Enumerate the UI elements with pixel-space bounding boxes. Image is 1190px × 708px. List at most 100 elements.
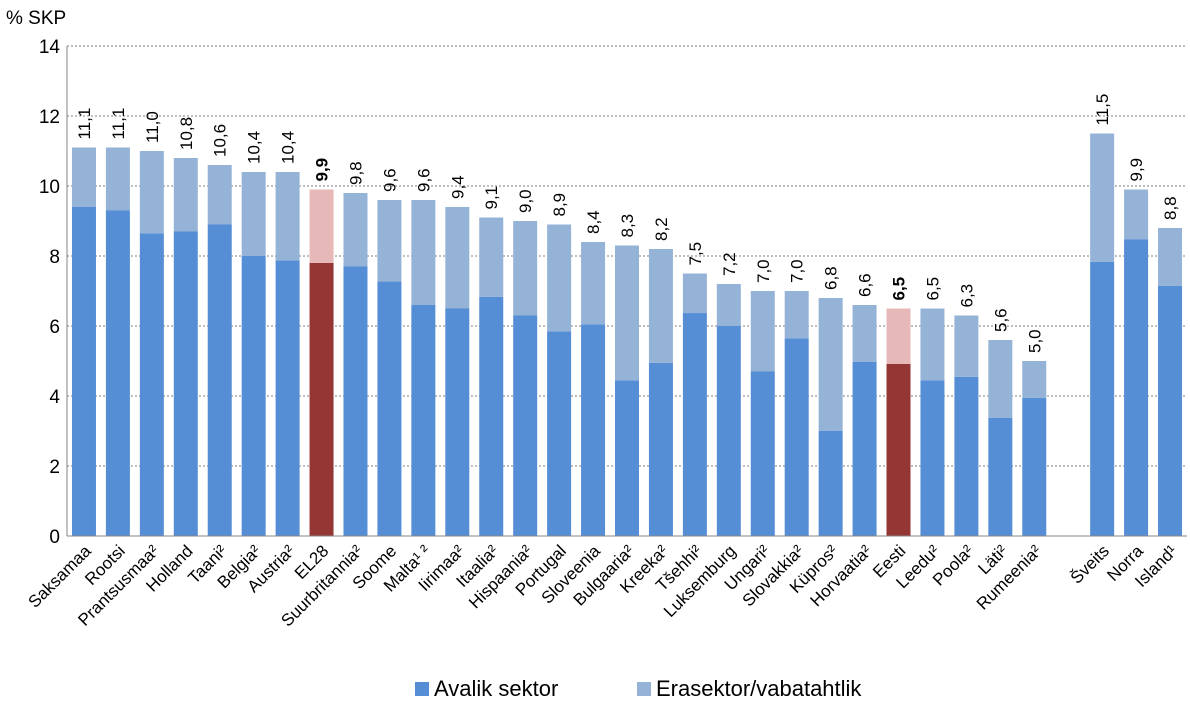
- bar-private-voluntary: [71, 147, 96, 207]
- total-label: 6,5: [890, 277, 909, 301]
- total-label: 11,5: [1093, 94, 1112, 126]
- bar-public-sector: [648, 362, 673, 536]
- bar-private-voluntary: [207, 165, 232, 225]
- y-tick-label: 6: [49, 317, 60, 338]
- bar-private-voluntary: [513, 221, 538, 316]
- bar-private-voluntary: [173, 158, 198, 232]
- bar-public-sector: [615, 380, 639, 536]
- bar-public-sector: [818, 431, 843, 536]
- bar-public-sector: [377, 281, 402, 536]
- total-label: 9,9: [1127, 158, 1146, 182]
- bar-public-sector: [784, 338, 809, 536]
- y-tick-labels: 0 2 4 6 8 10 12 14: [39, 37, 61, 548]
- bar-public-sector: [920, 380, 945, 536]
- total-label: 8,3: [618, 214, 637, 238]
- bar-public-sector: [513, 315, 538, 536]
- total-label: 10,6: [211, 124, 230, 157]
- bar-public-sector: [750, 371, 775, 536]
- total-label: 5,6: [991, 308, 1010, 332]
- x-tick-label: Rumeenia²: [973, 541, 1045, 613]
- bar-private-voluntary: [377, 200, 402, 282]
- y-tick-label: 4: [49, 387, 60, 408]
- bar-private-voluntary: [750, 291, 775, 372]
- bar-public-sector: [852, 361, 877, 536]
- bar-private-voluntary: [1022, 361, 1047, 398]
- total-label: 8,2: [652, 217, 671, 241]
- y-tick-label: 8: [49, 247, 60, 268]
- bar-private-voluntary: [920, 308, 945, 381]
- bar-private-voluntary: [479, 217, 504, 297]
- bar-private-voluntary: [445, 207, 470, 309]
- bar-private-voluntary: [784, 291, 809, 339]
- total-label: 6,6: [856, 273, 875, 297]
- bar-private-voluntary: [648, 249, 673, 363]
- bar-public-sector: [1022, 397, 1047, 536]
- y-axis-label: % SKP: [6, 8, 66, 29]
- bar-private-voluntary: [988, 340, 1013, 418]
- bar-private-voluntary: [411, 200, 436, 305]
- bar-public-sector: [207, 224, 232, 536]
- total-label: 9,6: [414, 168, 433, 192]
- legend-label: Avalik sektor: [434, 676, 558, 701]
- total-label: 7,0: [788, 259, 807, 283]
- total-label: 10,4: [245, 131, 264, 164]
- legend-swatch: [415, 682, 429, 696]
- total-label: 6,3: [957, 284, 976, 308]
- y-tick-label: 14: [39, 37, 61, 58]
- bar-private-voluntary: [105, 147, 130, 211]
- bar-public-sector: [954, 376, 979, 536]
- total-label: 8,9: [550, 193, 569, 217]
- legend-label: Erasektor/vabatahtlik: [656, 676, 862, 701]
- bar-public-sector: [581, 324, 606, 536]
- bar-private-voluntary: [818, 298, 843, 431]
- bar-public-sector: [309, 263, 334, 536]
- bar-private-voluntary: [716, 284, 741, 326]
- bar-private-voluntary: [954, 315, 979, 377]
- bar-private-voluntary: [682, 273, 707, 314]
- bar-private-voluntary: [886, 308, 911, 364]
- bar-private-voluntary: [852, 305, 877, 362]
- total-label: 11,0: [143, 111, 162, 143]
- bar-private-voluntary: [581, 242, 606, 325]
- bar-private-voluntary: [1090, 133, 1115, 262]
- bar-private-voluntary: [139, 151, 164, 234]
- bar-public-sector: [139, 233, 164, 536]
- bar-public-sector: [1158, 285, 1183, 536]
- total-label: 10,8: [177, 117, 196, 150]
- bar-public-sector: [1090, 261, 1115, 536]
- bar-public-sector: [71, 207, 96, 536]
- bar-public-sector: [716, 326, 741, 536]
- total-label: 9,6: [380, 168, 399, 192]
- total-label: 11,1: [109, 108, 128, 140]
- bar-public-sector: [275, 260, 300, 536]
- total-label: 9,8: [346, 161, 365, 185]
- bar-public-sector: [479, 296, 504, 536]
- legend: Avalik sektor Erasektor/vabatahtlik: [415, 676, 862, 701]
- y-tick-label: 12: [39, 107, 60, 128]
- bars: [71, 133, 1183, 536]
- bar-private-voluntary: [1158, 228, 1183, 286]
- bar-private-voluntary: [275, 172, 300, 261]
- bar-private-voluntary: [1124, 189, 1149, 240]
- bar-public-sector: [241, 256, 266, 536]
- bar-private-voluntary: [615, 245, 639, 381]
- total-label: 7,5: [686, 242, 705, 266]
- bar-public-sector: [343, 266, 368, 536]
- total-label: 9,9: [313, 158, 332, 182]
- y-tick-label: 2: [49, 457, 60, 478]
- bar-public-sector: [445, 308, 470, 536]
- y-tick-label: 10: [39, 177, 60, 198]
- bar-public-sector: [411, 305, 436, 536]
- total-label: 9,0: [516, 189, 535, 213]
- bar-public-sector: [886, 363, 911, 536]
- bar-public-sector: [173, 231, 198, 536]
- total-label: 7,0: [754, 259, 773, 283]
- total-label: 10,4: [279, 131, 298, 164]
- total-label: 6,8: [822, 266, 841, 290]
- bar-private-voluntary: [309, 189, 334, 263]
- total-label: 9,1: [482, 186, 501, 210]
- total-label: 8,4: [584, 210, 603, 234]
- bar-public-sector: [682, 313, 707, 536]
- bar-public-sector: [105, 210, 130, 536]
